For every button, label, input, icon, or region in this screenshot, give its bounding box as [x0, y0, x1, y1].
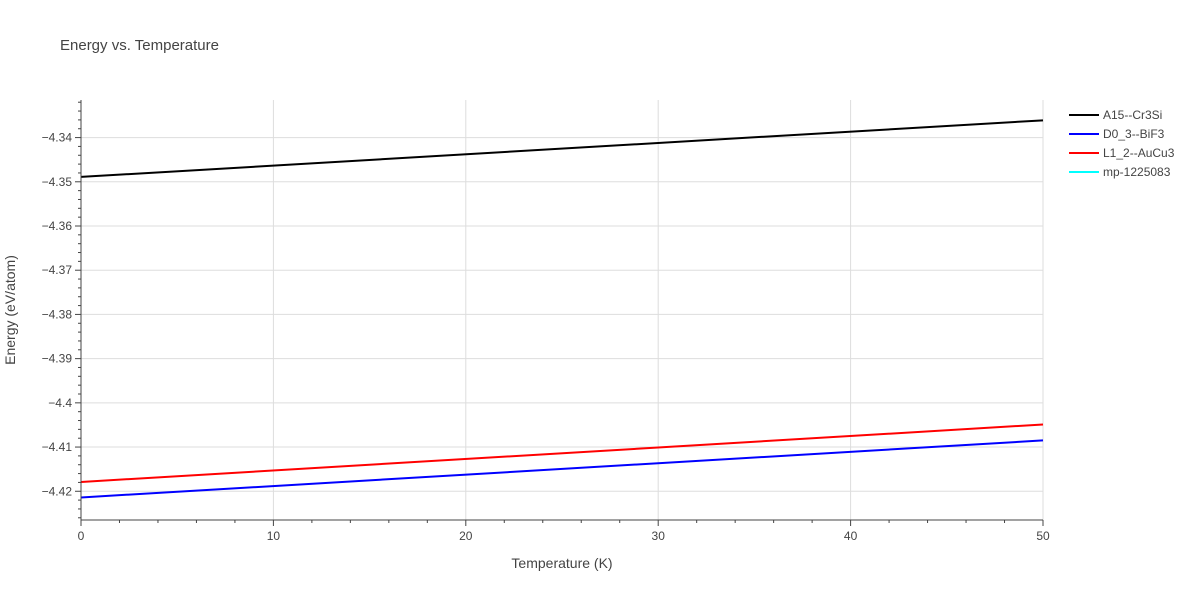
y-tick-label: −4.41: [42, 440, 73, 454]
y-tick-label: −4.36: [42, 219, 73, 233]
x-tick-label: 30: [652, 529, 666, 543]
legend[interactable]: A15--Cr3Si D0_3--BiF3 L1_2--AuCu3 mp-122508…: [1069, 108, 1175, 179]
x-tick-label: 10: [267, 529, 281, 543]
y-tick-label: −4.38: [42, 307, 73, 321]
chart-title: Energy vs. Temperature: [60, 37, 219, 54]
y-tick-label: −4.42: [42, 484, 73, 498]
y-axis-title: Energy (eV/atom): [2, 255, 18, 365]
axes: [80, 100, 1043, 521]
y-axis-ticks: −4.34 −4.35 −4.36 −4.37 −4.38 −4.39 −4.4 −4.41 −…: [42, 101, 81, 519]
x-tick-label: 40: [844, 529, 858, 543]
legend-item[interactable]: mp-1225083: [1069, 165, 1171, 179]
series-line-L1_2--AuCu3: [80, 423, 1044, 483]
x-tick-label: 50: [1036, 529, 1050, 543]
series-line-A15--Cr3Si: [80, 119, 1044, 178]
y-tick-label: −4.39: [42, 352, 73, 366]
legend-item[interactable]: A15--Cr3Si: [1069, 108, 1162, 122]
legend-label: L1_2--AuCu3: [1103, 146, 1175, 160]
legend-label: A15--Cr3Si: [1103, 108, 1162, 122]
x-axis-ticks: 0 10 20 30 40 50: [78, 520, 1050, 543]
x-tick-label: 0: [78, 529, 85, 543]
y-tick-label: −4.34: [42, 131, 73, 145]
legend-item[interactable]: D0_3--BiF3: [1069, 127, 1165, 141]
x-tick-label: 20: [459, 529, 473, 543]
legend-label: D0_3--BiF3: [1103, 127, 1165, 141]
legend-label: mp-1225083: [1103, 165, 1171, 179]
series-line-D0_3--BiF3: [80, 439, 1044, 499]
legend-item[interactable]: L1_2--AuCu3: [1069, 146, 1175, 160]
series-lines: [80, 119, 1044, 499]
y-tick-label: −4.35: [42, 175, 73, 189]
x-axis-title: Temperature (K): [511, 555, 612, 571]
y-tick-label: −4.4: [48, 396, 72, 410]
grid: [81, 100, 1044, 520]
y-tick-label: −4.37: [42, 263, 73, 277]
